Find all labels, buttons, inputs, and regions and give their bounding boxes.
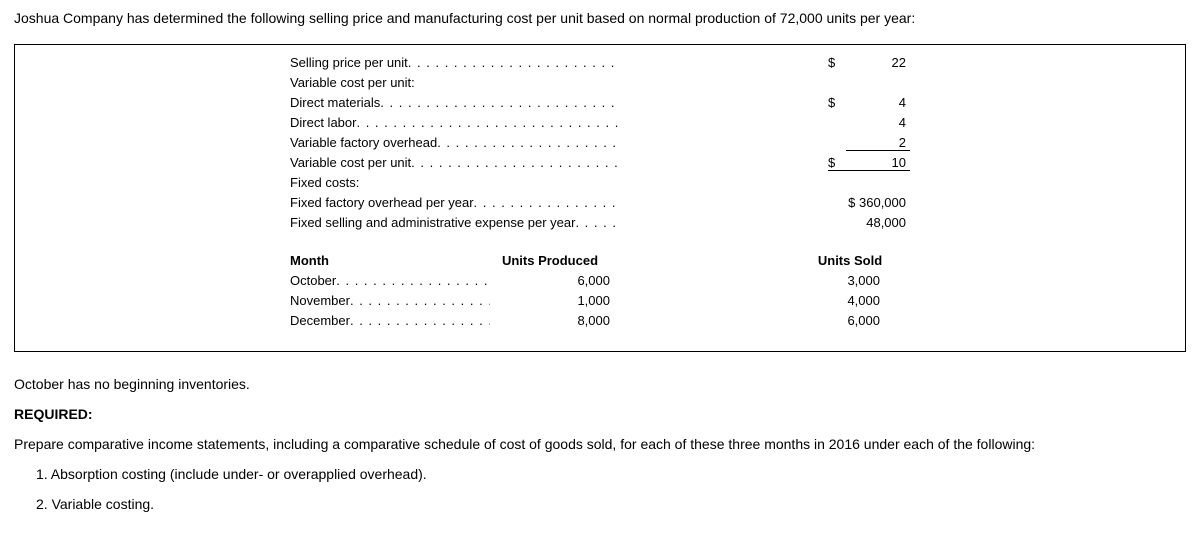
cell-produced: 6,000: [490, 273, 640, 288]
row-vcpu: Variable cost per unit $ 10: [290, 155, 910, 175]
th-month: Month: [290, 253, 490, 268]
row-varcost-header: Variable cost per unit:: [290, 75, 910, 95]
data-box: Selling price per unit $ 22 Variable cos…: [14, 44, 1186, 352]
row-vfo: Variable factory overhead 2: [290, 135, 910, 155]
val-fsa: 48,000: [828, 215, 910, 230]
label-vfo: Variable factory overhead: [290, 135, 620, 150]
table-row: November 1,000 4,000: [290, 293, 910, 313]
row-fixed-header: Fixed costs:: [290, 175, 910, 195]
month-table-header: Month Units Produced Units Sold: [290, 253, 910, 273]
val-vcpu: 10: [846, 155, 910, 171]
sym-dm: $: [828, 95, 846, 110]
list-item-1: 1. Absorption costing (include under- or…: [36, 466, 1186, 482]
label-ffo: Fixed factory overhead per year: [290, 195, 620, 210]
row-selling-price: Selling price per unit $ 22: [290, 55, 910, 75]
sym-selling-price: $: [828, 55, 846, 70]
val-dl: 4: [846, 115, 910, 130]
row-fsa: Fixed selling and administrative expense…: [290, 215, 910, 235]
cell-sold: 3,000: [760, 273, 910, 288]
cell-sold: 6,000: [760, 313, 910, 328]
row-ffo: Fixed factory overhead per year $ 360,00…: [290, 195, 910, 215]
row-dm: Direct materials $ 4: [290, 95, 910, 115]
cell-produced: 8,000: [490, 313, 640, 328]
table-row: December 8,000 6,000: [290, 313, 910, 333]
label-dl: Direct labor: [290, 115, 620, 130]
th-sold: Units Sold: [790, 253, 910, 268]
label-varcost-header: Variable cost per unit:: [290, 75, 620, 90]
list-item-2: 2. Variable costing.: [36, 496, 1186, 512]
cell-month: December: [290, 313, 490, 328]
cell-sold: 4,000: [760, 293, 910, 308]
cell-month: November: [290, 293, 490, 308]
label-vcpu: Variable cost per unit: [290, 155, 620, 170]
intro-text: Joshua Company has determined the follow…: [14, 10, 1186, 26]
label-selling-price: Selling price per unit: [290, 55, 620, 70]
required-text: Prepare comparative income statements, i…: [14, 436, 1186, 452]
val-vfo: 2: [846, 135, 910, 151]
note-text: October has no beginning inventories.: [14, 376, 1186, 392]
label-dm: Direct materials: [290, 95, 620, 110]
th-produced: Units Produced: [490, 253, 610, 268]
label-fsa: Fixed selling and administrative expense…: [290, 215, 620, 230]
sym-vcpu: $: [828, 155, 846, 171]
val-selling-price: 22: [846, 55, 910, 70]
table-row: October 6,000 3,000: [290, 273, 910, 293]
cell-month: October: [290, 273, 490, 288]
val-dm: 4: [846, 95, 910, 110]
label-fixed-header: Fixed costs:: [290, 175, 620, 190]
required-label: REQUIRED:: [14, 406, 1186, 422]
cell-produced: 1,000: [490, 293, 640, 308]
month-table: Month Units Produced Units Sold October …: [290, 253, 910, 333]
row-dl: Direct labor 4: [290, 115, 910, 135]
val-ffo: $ 360,000: [828, 195, 910, 210]
